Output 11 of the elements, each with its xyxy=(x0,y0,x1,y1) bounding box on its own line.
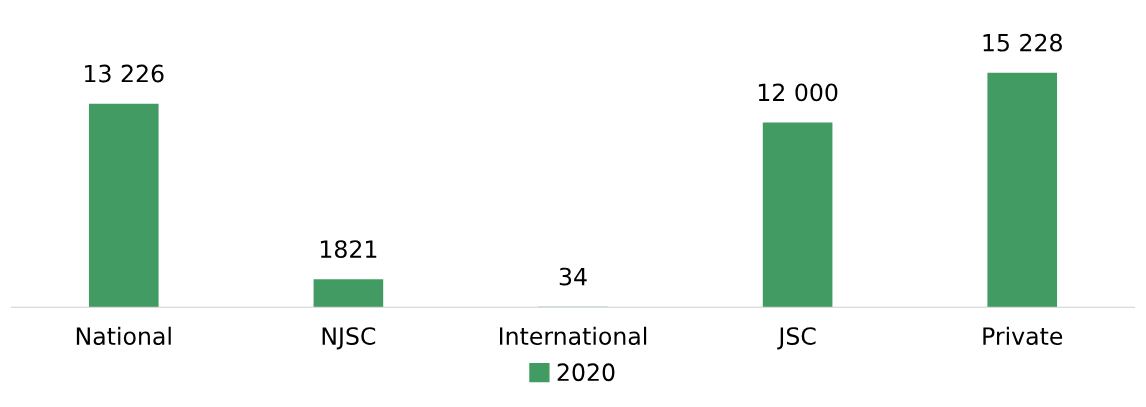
data-label: 1821 xyxy=(320,240,377,259)
data-label: 15 228 xyxy=(983,33,1062,52)
x-tick-label: NJSC xyxy=(322,327,376,350)
legend-label: 2020 xyxy=(557,363,615,382)
x-tick-label: JSC xyxy=(777,327,816,350)
x-tick-label: Private xyxy=(983,326,1063,346)
data-label: 34 xyxy=(559,267,587,286)
x-tick-label: International xyxy=(499,326,647,346)
data-label: 12 000 xyxy=(758,83,838,102)
data-label: 13 226 xyxy=(85,64,164,83)
x-tick-label: National xyxy=(76,326,171,346)
